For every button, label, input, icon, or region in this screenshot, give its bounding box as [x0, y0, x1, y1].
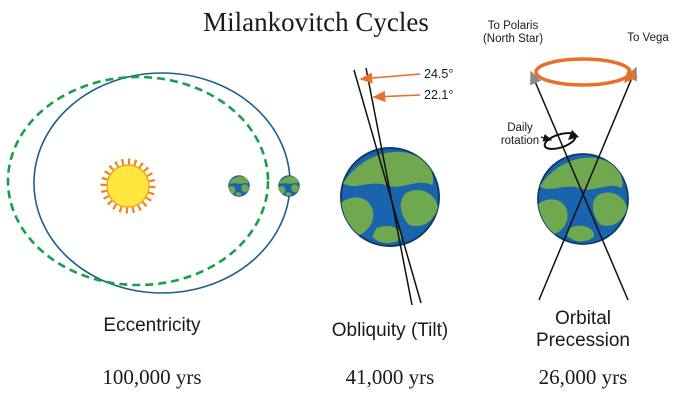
obliquity-axis-line-inner — [365, 67, 413, 306]
obliquity-panel: 24.5° 22.1° Obliquity (Tilt) 41,000 yrs — [332, 67, 454, 389]
sun-icon — [106, 164, 150, 208]
obliquity-axis-line-outer — [353, 69, 422, 304]
angle-label-inner: 22.1° — [424, 88, 453, 102]
blue-orbit-ellipse — [33, 72, 291, 294]
precession-label-line1: Orbital — [555, 308, 611, 329]
daily-rotation-label-line2: rotation — [501, 135, 539, 147]
angle-arrow-inner — [372, 90, 421, 103]
vega-label: To Vega — [627, 32, 669, 44]
obliquity-period: 41,000 yrs — [346, 365, 435, 389]
eccentricity-period: 100,000 yrs — [102, 365, 201, 389]
sun-rays-icon — [100, 158, 156, 214]
daily-rotation-label-line1: Daily — [507, 122, 533, 134]
precession-period: 26,000 yrs — [539, 365, 628, 389]
daily-rotation-pointer — [540, 134, 553, 142]
polaris-label-line2: (North Star) — [483, 33, 543, 45]
vega-axis-line — [538, 66, 637, 301]
precession-arrowhead-icon — [624, 68, 638, 83]
obliquity-label: Obliquity (Tilt) — [332, 320, 448, 341]
precession-earth-globe — [538, 154, 628, 244]
precession-label-line2: Precession — [536, 330, 630, 351]
green-dashed-orbit-ellipse — [6, 75, 270, 287]
precession-circle-arrow — [534, 57, 632, 87]
polaris-axis-line — [530, 70, 629, 301]
polaris-label-line1: To Polaris — [488, 20, 539, 32]
earth-globe-far — [278, 176, 299, 197]
angle-arrow-outer — [359, 72, 421, 84]
eccentricity-label: Eccentricity — [103, 315, 201, 336]
precession-panel: Daily rotation To Polaris (North Star) T… — [483, 20, 669, 389]
angle-label-outer: 24.5° — [424, 67, 453, 81]
eccentricity-panel: Eccentricity 100,000 yrs — [6, 72, 300, 389]
earth-globe-near — [228, 176, 249, 197]
page-title: Milankovitch Cycles — [203, 7, 429, 37]
daily-rotation-arrowhead-icon — [568, 130, 579, 140]
